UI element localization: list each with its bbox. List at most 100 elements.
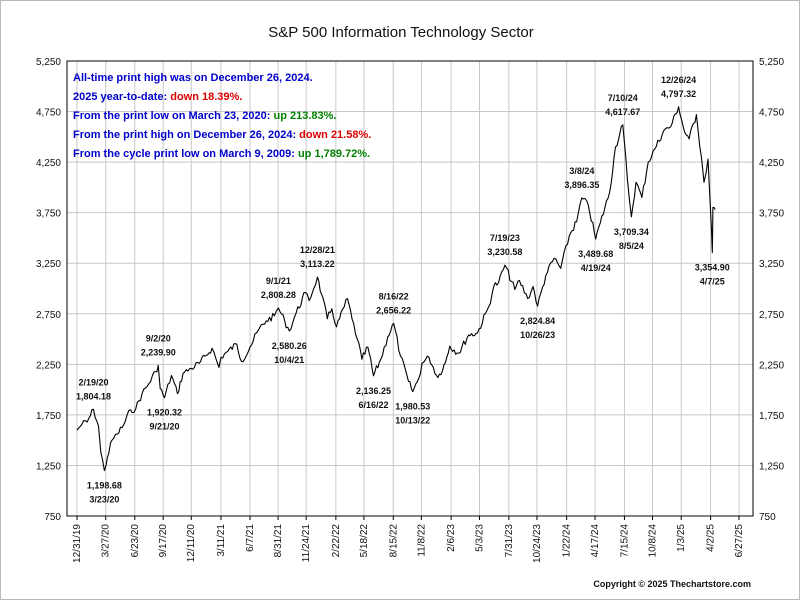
annotation-label: 9/21/20	[149, 422, 179, 432]
plot-area	[66, 60, 754, 517]
annotation-label: 2,808.28	[261, 290, 296, 300]
x-tick-label: 12/11/20	[186, 524, 197, 563]
annotation-label: 9/1/21	[266, 276, 291, 286]
note-segment: All-time print high was on December 26, …	[73, 72, 313, 84]
annotation-label: 1,980.53	[395, 402, 430, 412]
x-tick-label: 2/6/23	[446, 524, 457, 552]
annotation-label: 3/23/20	[89, 495, 119, 505]
y-tick-label-right: 5,250	[759, 57, 784, 68]
annotation-label: 1,920.32	[147, 408, 182, 418]
y-tick-label-left: 1,750	[36, 411, 61, 422]
note-line: All-time print high was on December 26, …	[73, 72, 313, 84]
y-tick-label-left: 1,250	[36, 461, 61, 472]
note-segment: down 21.58%.	[299, 129, 371, 141]
note-segment: From the print high on December 26, 2024…	[73, 129, 299, 141]
annotation-label: 8/16/22	[379, 291, 409, 301]
annotation-label: 3,113.22	[300, 259, 335, 269]
note-line: 2025 year-to-date: down 18.39%.	[73, 91, 242, 103]
note-segment: down 18.39%.	[170, 91, 242, 103]
note-line: From the print low on March 23, 2020: up…	[73, 110, 336, 122]
x-tick-label: 7/31/23	[504, 524, 515, 558]
y-tick-label-right: 3,250	[759, 259, 784, 270]
annotation-label: 2,580.26	[272, 341, 307, 351]
note-segment: 2025 year-to-date:	[73, 91, 170, 103]
annotation-label: 4,617.67	[605, 107, 640, 117]
annotation-label: 12/28/21	[300, 245, 335, 255]
y-tick-label-left: 3,750	[36, 209, 61, 220]
y-tick-label-right: 750	[759, 512, 776, 523]
annotation-label: 12/26/24	[661, 75, 696, 85]
notes-box: All-time print high was on December 26, …	[73, 72, 371, 160]
annotation-label: 3,489.68	[578, 249, 613, 259]
x-tick-label: 3/27/20	[101, 524, 112, 558]
note-segment: From the cycle print low on March 9, 200…	[73, 148, 298, 160]
y-tick-label-left: 4,250	[36, 158, 61, 169]
note-segment: up 1,789.72%.	[298, 148, 370, 160]
annotation-label: 8/5/24	[619, 241, 644, 251]
x-tick-label: 5/3/23	[474, 524, 485, 552]
y-tick-label-right: 4,750	[759, 108, 784, 119]
note-segment: From the print low on March 23, 2020:	[73, 110, 273, 122]
x-tick-label: 10/8/24	[647, 524, 658, 558]
x-tick-label: 1/22/24	[562, 524, 573, 558]
annotation-label: 6/16/22	[358, 400, 388, 410]
annotation-label: 7/10/24	[608, 93, 638, 103]
annotation-label: 2,656.22	[376, 305, 411, 315]
annotation-label: 4/7/25	[700, 277, 725, 287]
y-tick-label-left: 5,250	[36, 57, 61, 68]
annotation-label: 1,804.18	[76, 391, 111, 401]
y-axis-left: 5,250 4,750 4,250 3,750 3,250 2,750 2,250 1,750…	[36, 57, 61, 523]
x-tick-label: 12/31/19	[72, 524, 83, 563]
annotation-label: 3/8/24	[569, 166, 594, 176]
y-tick-label-left: 750	[44, 512, 61, 523]
annotation-label: 7/19/23	[490, 233, 520, 243]
x-tick-label: 6/27/25	[734, 524, 745, 558]
x-tick-label: 11/8/22	[416, 524, 427, 557]
annotation-label: 2/19/20	[78, 377, 108, 387]
x-tick-label: 8/31/21	[273, 524, 284, 558]
x-tick-label: 6/7/21	[245, 524, 256, 552]
annotation-label: 2,136.25	[356, 386, 391, 396]
y-tick-label-right: 2,750	[759, 310, 784, 321]
x-tick-label: 4/2/25	[706, 524, 717, 552]
annotation-label: 4,797.32	[661, 89, 696, 99]
annotations-layer: 2/19/20 1,804.18 1,198.68 3/23/20 9/2/20 2,23…	[76, 75, 730, 505]
x-tick-label: 1/3/25	[676, 524, 687, 552]
series-layer	[76, 106, 716, 472]
x-tick-label: 4/17/24	[590, 524, 601, 558]
y-tick-label-right: 2,250	[759, 360, 784, 371]
note-line: From the print high on December 26, 2024…	[73, 129, 371, 141]
note-line: From the cycle print low on March 9, 200…	[73, 148, 370, 160]
price-line	[76, 106, 716, 472]
x-tick-label: 3/11/21	[216, 524, 227, 557]
y-tick-label-right: 1,750	[759, 411, 784, 422]
x-tick-label: 8/15/22	[388, 524, 399, 558]
y-tick-label-left: 3,250	[36, 259, 61, 270]
annotation-label: 3,354.90	[695, 263, 730, 273]
annotation-label: 3,709.34	[614, 227, 649, 237]
x-tick-label: 7/15/24	[619, 524, 630, 558]
x-tick-label: 9/17/20	[158, 524, 169, 558]
annotation-label: 2,239.90	[141, 347, 176, 357]
annotation-label: 10/13/22	[395, 416, 430, 426]
annotation-label: 3,896.35	[564, 180, 599, 190]
annotation-label: 10/26/23	[520, 330, 555, 340]
note-segment: up 213.83%.	[273, 110, 336, 122]
y-tick-label-left: 4,750	[36, 108, 61, 119]
x-tick-label: 2/22/22	[331, 524, 342, 558]
annotation-label: 2,824.84	[520, 316, 555, 326]
y-tick-label-right: 1,250	[759, 461, 784, 472]
copyright-text: Copyright © 2025 Thechartstore.com	[593, 579, 751, 589]
annotation-label: 1,198.68	[87, 481, 122, 491]
grid-lines	[67, 61, 753, 516]
annotation-label: 9/2/20	[146, 333, 171, 343]
x-tick-label: 11/24/21	[301, 524, 312, 563]
annotation-label: 4/19/24	[581, 263, 611, 273]
y-tick-label-right: 4,250	[759, 158, 784, 169]
y-axis-right: 5,250 4,750 4,250 3,750 3,250 2,750 2,250 1,750…	[759, 57, 784, 523]
x-tick-label: 10/24/23	[532, 524, 543, 563]
annotation-label: 10/4/21	[274, 355, 304, 365]
y-tick-label-left: 2,750	[36, 310, 61, 321]
